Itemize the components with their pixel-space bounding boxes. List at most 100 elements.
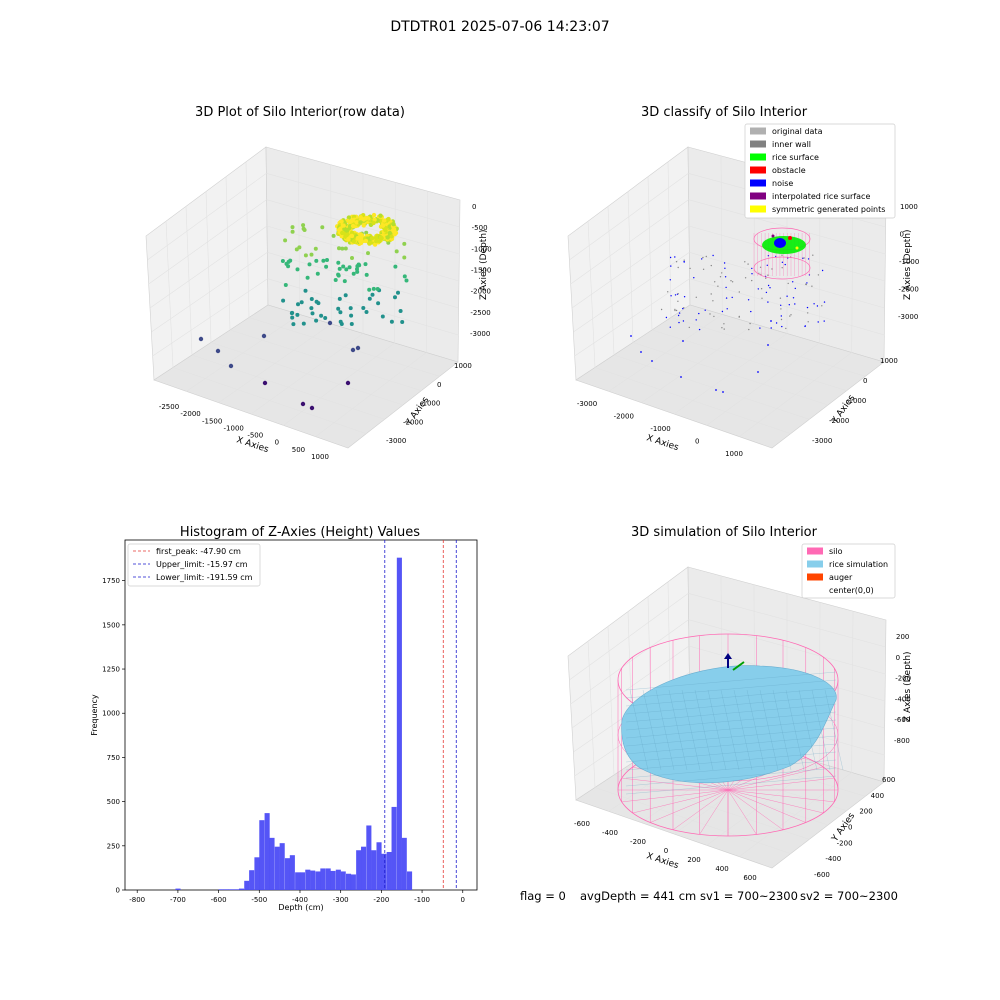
histogram-bar	[249, 870, 255, 890]
grid-line	[739, 772, 852, 857]
classify-3d-panel: 3D classify of Silo Interior -3000-2000-…	[567, 105, 919, 458]
tick-label: 0	[664, 847, 668, 855]
data-point	[343, 293, 348, 298]
simulation-x-axis-label: X Axies	[645, 851, 680, 871]
data-point	[371, 220, 376, 226]
tick-label: 250	[107, 842, 120, 850]
data-point	[389, 319, 394, 324]
rice-mesh-line	[746, 689, 766, 771]
legend-frame	[744, 123, 896, 219]
footer-sv2: sv2 = 700~2300	[800, 889, 898, 903]
tick-label: 0	[472, 203, 476, 211]
simulation-z-axis-label: Z Axies (Depth)	[903, 651, 913, 722]
tick-label: -3000	[470, 330, 490, 338]
histogram-y-axis-label: Frequency	[90, 694, 99, 736]
data-point	[290, 225, 295, 230]
tick-label: -2000	[471, 288, 491, 296]
legend-label: silo	[829, 547, 843, 556]
data-point	[339, 219, 344, 224]
data-point	[358, 220, 363, 225]
tick-label: -200	[630, 838, 646, 846]
rice-mesh-line	[694, 689, 714, 771]
data-point	[331, 233, 336, 238]
histogram-bar	[175, 888, 181, 890]
data-point	[765, 277, 767, 279]
histogram-bars	[175, 557, 413, 890]
histogram-chart-title: Histogram of Z-Axies (Height) Values	[180, 525, 420, 540]
data-point	[361, 306, 366, 310]
data-point	[387, 224, 392, 229]
auger-arm	[732, 661, 745, 671]
data-point	[355, 269, 360, 274]
legend-label: inner wall	[772, 140, 811, 149]
data-point	[816, 305, 819, 307]
data-point	[731, 296, 733, 299]
histogram-bar	[310, 870, 316, 890]
rice-mesh-line	[720, 689, 740, 771]
rice-mesh-line	[625, 751, 837, 771]
data-point	[781, 261, 784, 263]
tick-label: 0	[848, 824, 852, 832]
histogram-bar	[228, 889, 234, 890]
histogram-bar	[299, 872, 306, 890]
legend-swatch	[750, 192, 766, 200]
silo-floor-line	[727, 789, 835, 803]
tick-label: -500	[247, 432, 263, 440]
data-point	[750, 310, 752, 313]
data-point	[339, 322, 344, 326]
rice-mesh-line	[642, 689, 662, 771]
rice-mesh-line	[625, 767, 837, 787]
data-point	[682, 340, 684, 342]
tick-label: -200	[837, 839, 853, 847]
data-point	[366, 251, 370, 256]
silo-floor-line	[727, 789, 824, 814]
data-point	[281, 298, 286, 303]
data-point	[674, 308, 676, 311]
tick-label: 200	[896, 633, 909, 641]
legend-swatch	[750, 179, 766, 187]
data-point	[315, 271, 320, 276]
data-point	[371, 212, 377, 218]
data-point	[367, 287, 372, 292]
tick-label: -600	[894, 716, 910, 724]
data-point	[309, 405, 315, 411]
data-point	[307, 262, 312, 267]
rice-mesh-line	[625, 759, 837, 779]
legend-swatch	[750, 205, 766, 213]
rice-mesh-line	[811, 689, 831, 771]
data-point	[813, 303, 815, 305]
tick-label: 400	[871, 792, 884, 800]
data-point	[806, 282, 808, 284]
data-point	[678, 312, 681, 314]
data-point	[710, 293, 712, 295]
silo-floor-line	[727, 789, 757, 835]
data-point	[351, 239, 357, 244]
data-point	[314, 299, 319, 304]
legend-swatch	[750, 166, 766, 174]
data-point	[794, 303, 796, 305]
data-point	[295, 267, 300, 272]
tick-label: -1500	[471, 267, 491, 275]
histogram-bar	[259, 820, 265, 890]
data-point	[345, 380, 351, 386]
data-point	[350, 223, 356, 229]
data-point	[751, 273, 753, 275]
data-point	[350, 256, 354, 260]
data-point	[385, 235, 390, 240]
data-point	[677, 300, 679, 302]
rice-surface	[621, 665, 837, 784]
data-point	[669, 326, 671, 328]
data-point	[674, 309, 676, 312]
data-point	[391, 221, 396, 227]
footer-avg-depth: avgDepth = 441 cm	[580, 889, 696, 903]
data-point	[804, 325, 806, 328]
silo-floor-line	[621, 789, 729, 803]
histogram-bar	[396, 557, 402, 890]
data-point	[751, 267, 753, 270]
tick-label: -500	[472, 224, 488, 232]
tick-label: 0	[863, 377, 867, 385]
data-point	[299, 300, 304, 305]
data-point	[705, 255, 707, 258]
rice-simulation-surface	[621, 665, 844, 795]
data-point	[781, 254, 783, 256]
